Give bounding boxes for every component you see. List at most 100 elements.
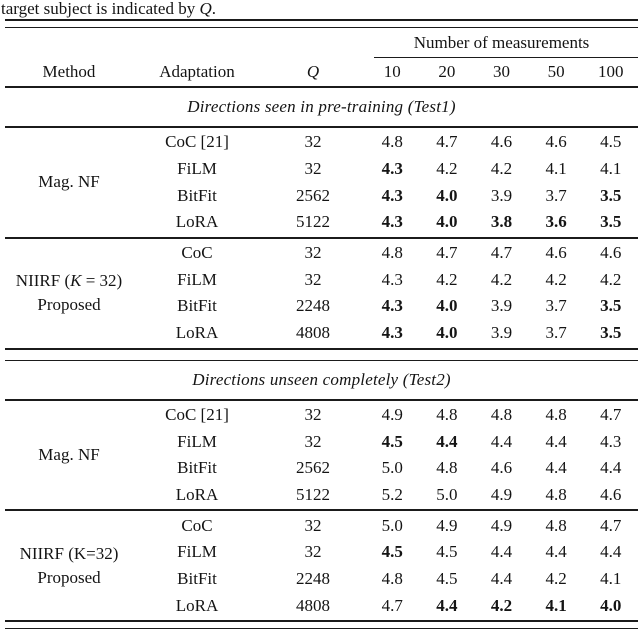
cell-adaptation: BitFit [177, 458, 217, 478]
cell-adaptation: CoC [21] [165, 132, 229, 152]
cell-value: 5.0 [381, 458, 403, 478]
method-label: Mag. NF [5, 129, 133, 236]
column-header-30: 30 [492, 62, 510, 81]
table-row: LoRA 4808 4.3 4.0 3.9 3.7 3.5 [133, 320, 638, 347]
method-label-segment: NIIRF (K=32) [19, 543, 119, 563]
cell-value: 4.4 [545, 458, 567, 478]
cell-adaptation: FiLM [177, 431, 217, 451]
column-group-header-label: Number of measurements [413, 33, 590, 52]
cell-value: 4.5 [381, 542, 403, 562]
table-row: LoRA 4808 4.7 4.4 4.2 4.1 4.0 [133, 592, 638, 619]
results-table: Number of measurements Method Adaptation… [5, 19, 638, 629]
cell-value: 4.4 [490, 568, 513, 588]
cell-value: 4.5 [381, 431, 403, 451]
cell-value: 4.3 [381, 185, 403, 205]
cell-value: 4.5 [600, 132, 622, 152]
table-row: CoC [21] 32 4.9 4.8 4.8 4.8 4.7 [133, 402, 638, 429]
group-rows: CoC [21] 32 4.9 4.8 4.8 4.8 4.7 FiLM 32 4.5 4.4 4.4… [133, 402, 638, 509]
cell-value: 3.5 [600, 296, 622, 316]
cell-value: 4.4 [600, 458, 622, 478]
cell-value: 4.0 [436, 212, 458, 232]
cell-value: 4.8 [490, 404, 513, 424]
method-label-line: Mag. NF [5, 170, 133, 194]
table-row: FiLM 32 4.5 4.4 4.4 4.4 4.3 [133, 428, 638, 455]
cell-value: 4.3 [381, 296, 403, 316]
cell-value: 4.5 [436, 568, 458, 588]
method-group: Mag. NF CoC [21] 32 4.9 4.8 4.8 4.8 4.7 FiLM 32 4.… [5, 401, 638, 510]
cell-value: 4.9 [381, 404, 403, 424]
column-header-adaptation: Adaptation [159, 62, 235, 81]
section-title: Directions seen in pre-training (Test1) [187, 97, 456, 116]
cell-value: 4.4 [545, 542, 567, 562]
table-body: Directions seen in pre-training (Test1) M… [5, 88, 638, 629]
cell-value: 4.8 [381, 132, 403, 152]
cell-q: 32 [304, 404, 322, 424]
group-rows: CoC 32 4.8 4.7 4.7 4.6 4.6 FiLM 32 4.3 4.2 4.2 4.2 4.… [133, 240, 638, 347]
cell-value: 4.6 [490, 132, 513, 152]
cell-adaptation: BitFit [177, 185, 217, 205]
cell-value: 4.2 [490, 159, 513, 179]
cell-adaptation: BitFit [177, 568, 217, 588]
cell-value: 4.0 [436, 323, 458, 343]
cell-q: 2248 [296, 568, 330, 588]
table-row: BitFit 2248 4.3 4.0 3.9 3.7 3.5 [133, 293, 638, 320]
cell-value: 4.9 [436, 515, 458, 535]
cell-value: 3.9 [490, 296, 513, 316]
table-row: LoRA 5122 5.2 5.0 4.9 4.8 4.6 [133, 482, 638, 509]
cell-adaptation: LoRA [175, 595, 219, 615]
cell-adaptation: CoC [21] [165, 404, 229, 424]
cell-value: 4.2 [600, 269, 622, 289]
cell-q: 32 [304, 269, 322, 289]
method-label-segment: Mag. NF [38, 172, 100, 192]
cell-value: 4.8 [436, 458, 458, 478]
cell-value: 4.3 [381, 212, 403, 232]
cell-adaptation: CoC [181, 515, 213, 535]
table-rule [5, 236, 638, 239]
table-rule [5, 126, 638, 128]
caption-prefix: target subject is indicated by [1, 0, 200, 18]
cell-value: 5.0 [381, 515, 403, 535]
group-rows: CoC 32 5.0 4.9 4.9 4.8 4.7 FiLM 32 4.5 4.5 4.4 4.4 4.… [133, 512, 638, 619]
cell-adaptation: FiLM [177, 159, 217, 179]
table-row: FiLM 32 4.3 4.2 4.2 4.2 4.2 [133, 266, 638, 293]
cell-adaptation: LoRA [175, 484, 219, 504]
cell-q: 2562 [296, 458, 330, 478]
cell-value: 3.7 [545, 185, 567, 205]
method-label-segment: Proposed [37, 295, 101, 315]
cell-value: 4.6 [490, 458, 513, 478]
column-header-row: Method Adaptation Q 10 20 30 50 100 [5, 58, 638, 86]
cell-adaptation: LoRA [175, 212, 219, 232]
method-label-segment: = 32) [81, 271, 123, 291]
method-label: NIIRF (K = 32) Proposed [5, 240, 133, 347]
cell-value: 4.0 [600, 595, 622, 615]
cell-value: 3.6 [545, 212, 567, 232]
cell-value: 5.0 [436, 484, 458, 504]
cell-q: 4808 [296, 595, 330, 615]
cell-value: 4.2 [490, 595, 513, 615]
table-row: FiLM 32 4.3 4.2 4.2 4.1 4.1 [133, 156, 638, 183]
cell-value: 5.2 [381, 484, 403, 504]
cell-q: 4808 [296, 323, 330, 343]
cell-value: 4.3 [600, 431, 622, 451]
table-row: BitFit 2562 5.0 4.8 4.6 4.4 4.4 [133, 455, 638, 482]
cell-value: 4.0 [436, 296, 458, 316]
method-label-math-segment: K [70, 271, 82, 291]
cell-q: 32 [304, 515, 322, 535]
method-group: Mag. NF CoC [21] 32 4.8 4.7 4.6 4.6 4.5 FiLM 32 4.… [5, 128, 638, 237]
cell-value: 4.7 [436, 243, 458, 263]
cell-value: 4.6 [600, 484, 622, 504]
cell-value: 3.9 [490, 185, 513, 205]
cell-value: 4.4 [490, 542, 513, 562]
group-rows: CoC [21] 32 4.8 4.7 4.6 4.6 4.5 FiLM 32 4.3 4.2 4.2… [133, 129, 638, 236]
cell-q: 5122 [296, 212, 330, 232]
cell-q: 32 [304, 431, 322, 451]
cell-value: 4.9 [490, 484, 513, 504]
method-label-line: NIIRF (K = 32) [5, 269, 133, 293]
cell-value: 4.4 [545, 431, 567, 451]
cell-value: 4.3 [381, 269, 403, 289]
cell-adaptation: FiLM [177, 542, 217, 562]
cell-value: 4.4 [490, 431, 513, 451]
cell-q: 32 [304, 542, 322, 562]
cell-value: 3.8 [490, 212, 513, 232]
cell-value: 4.8 [381, 243, 403, 263]
